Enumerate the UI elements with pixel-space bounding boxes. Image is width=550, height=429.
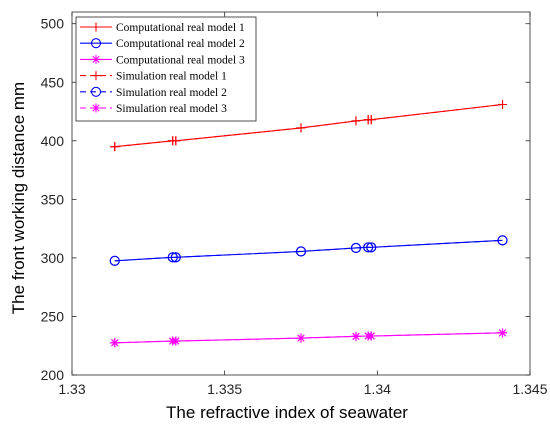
legend-marker bbox=[90, 38, 102, 49]
x-tick-label: 1.33 bbox=[58, 381, 85, 397]
legend-label: Computational real model 2 bbox=[116, 38, 245, 50]
y-tick-label: 200 bbox=[41, 367, 65, 383]
legend-entry-5: Simulation real model 2 bbox=[80, 86, 227, 99]
legend-marker bbox=[90, 86, 102, 97]
y-tick-label: 450 bbox=[41, 74, 65, 90]
legend-entry-4: Simulation real model 1 bbox=[80, 71, 227, 83]
legend-marker bbox=[91, 54, 101, 64]
data-point-marker bbox=[350, 242, 362, 253]
data-point-marker bbox=[296, 333, 306, 343]
data-point-marker bbox=[366, 115, 376, 125]
series-5 bbox=[109, 235, 508, 266]
x-axis-label: The refractive index of seawater bbox=[166, 403, 408, 422]
y-tick-label: 500 bbox=[41, 16, 65, 32]
data-point-marker bbox=[363, 242, 374, 253]
legend-label: Simulation real model 3 bbox=[116, 103, 227, 115]
data-point-marker bbox=[366, 242, 377, 253]
data-point-marker bbox=[110, 338, 120, 348]
series-line bbox=[114, 103, 503, 148]
legend-label: Simulation real model 2 bbox=[116, 87, 227, 99]
data-point-marker bbox=[171, 336, 181, 346]
legend-marker bbox=[91, 71, 101, 81]
legend-entry-1: Computational real model 1 bbox=[80, 22, 245, 34]
data-point-marker bbox=[167, 252, 178, 263]
y-tick-label: 350 bbox=[41, 191, 65, 207]
y-axis-label: The front working distance mm bbox=[9, 82, 28, 314]
x-tick-label: 1.34 bbox=[364, 381, 391, 397]
series-line bbox=[114, 239, 503, 262]
series-4 bbox=[110, 100, 508, 152]
legend-marker bbox=[91, 22, 101, 32]
series-line bbox=[114, 332, 503, 344]
y-tick-label: 300 bbox=[41, 250, 65, 266]
legend-box bbox=[75, 16, 257, 122]
legend-entry-3: Computational real model 3 bbox=[80, 54, 245, 66]
data-point-marker bbox=[296, 123, 306, 133]
data-point-marker bbox=[110, 142, 120, 152]
y-tick-label: 250 bbox=[41, 308, 65, 324]
x-tick-label: 1.335 bbox=[207, 381, 242, 397]
legend-marker bbox=[91, 103, 101, 113]
data-point-marker bbox=[351, 331, 361, 341]
legend-label: Computational real model 3 bbox=[116, 54, 245, 66]
series-6 bbox=[110, 328, 508, 348]
data-point-marker bbox=[295, 246, 307, 257]
data-point-marker bbox=[171, 136, 181, 146]
data-point-marker bbox=[109, 255, 120, 266]
plot-frame bbox=[71, 11, 531, 376]
y-tick-label: 400 bbox=[41, 133, 65, 149]
legend-label: Computational real model 1 bbox=[116, 22, 245, 34]
legend-entry-2: Computational real model 2 bbox=[80, 38, 245, 50]
legend: Computational real model 1 Computational … bbox=[75, 16, 257, 122]
data-point-marker bbox=[351, 116, 361, 126]
data-point-marker bbox=[497, 235, 508, 246]
legend-label: Simulation real model 1 bbox=[116, 71, 227, 83]
axes: 1.33 1.335 1.34 1.345 200 250 300 350 400 450 500 bbox=[41, 11, 548, 397]
data-point-marker bbox=[498, 100, 508, 110]
x-tick-label: 1.345 bbox=[512, 381, 547, 397]
data-point-marker bbox=[366, 331, 376, 341]
plot-area bbox=[109, 100, 508, 348]
legend-entry-6: Simulation real model 3 bbox=[80, 103, 227, 115]
data-point-marker bbox=[498, 328, 508, 338]
data-point-marker bbox=[170, 252, 181, 263]
